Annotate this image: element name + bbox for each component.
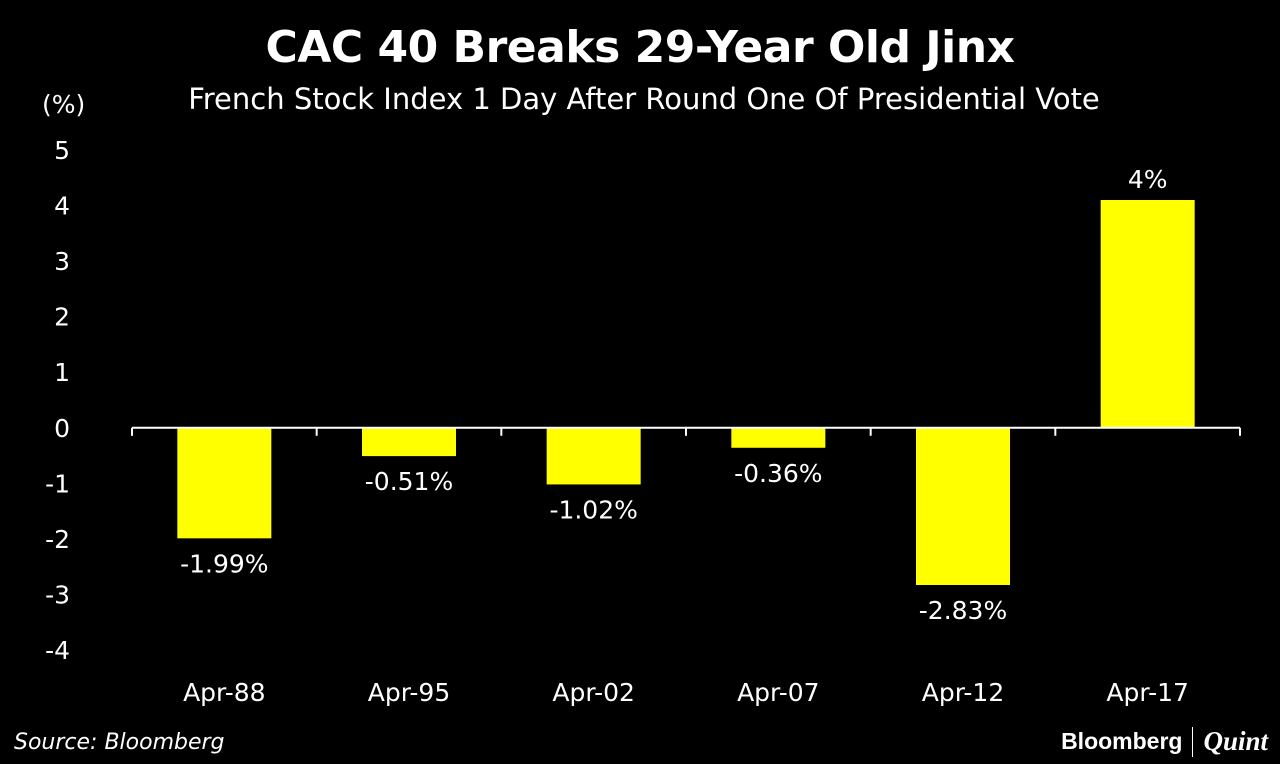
- data-label: 4%: [1128, 165, 1168, 194]
- bar-apr-88: [177, 427, 272, 539]
- bar-apr-12: [916, 427, 1010, 585]
- y-tick-label: 3: [54, 247, 70, 276]
- chart-title: CAC 40 Breaks 29-Year Old Jinx: [265, 22, 1015, 73]
- data-label: -0.36%: [734, 459, 822, 488]
- bar-apr-07: [731, 427, 826, 448]
- x-axis: [131, 426, 1241, 436]
- y-tick-label: 2: [54, 303, 70, 332]
- chart-subtitle: French Stock Index 1 Day After Round One…: [188, 82, 1100, 116]
- bars: [177, 200, 1195, 585]
- data-label: -0.51%: [365, 467, 453, 496]
- x-tick-label: Apr-07: [737, 678, 819, 707]
- x-axis-labels: Apr-88 Apr-95 Apr-02 Apr-07 Apr-12 Apr-17: [183, 678, 1189, 707]
- quint-wordmark: Quint: [1203, 726, 1268, 756]
- x-tick-label: Apr-02: [552, 678, 634, 707]
- y-tick-label: -3: [45, 580, 70, 609]
- x-tick-label: Apr-12: [922, 678, 1004, 707]
- x-tick-label: Apr-88: [183, 678, 265, 707]
- data-label: -1.99%: [180, 549, 268, 578]
- y-tick-label: 4: [54, 192, 70, 221]
- brand-logo: Bloomberg Quint: [1061, 726, 1268, 757]
- bar-apr-17: [1100, 200, 1195, 428]
- y-tick-label: 1: [54, 358, 70, 387]
- y-tick-label: -1: [45, 469, 70, 498]
- y-axis-label: (%): [42, 90, 86, 119]
- bar-apr-02: [546, 427, 641, 485]
- y-tick-label: 5: [54, 136, 70, 165]
- data-label: -1.02%: [549, 495, 637, 524]
- bloomberg-wordmark: Bloomberg: [1061, 728, 1183, 754]
- data-label: -2.83%: [919, 596, 1007, 625]
- x-tick-label: Apr-95: [368, 678, 450, 707]
- y-tick-label: -2: [45, 525, 70, 554]
- source-note: Source: Bloomberg: [14, 730, 225, 755]
- x-tick-label: Apr-17: [1106, 678, 1188, 707]
- y-tick-label: 0: [54, 414, 70, 443]
- brand-divider: [1192, 726, 1194, 757]
- bar-apr-95: [362, 427, 456, 457]
- data-labels: -1.99% -0.51% -1.02% -0.36% -2.83% 4%: [180, 165, 1167, 625]
- y-tick-label: -4: [45, 636, 70, 665]
- y-axis-ticks: 5 4 3 2 1 0 -1 -2 -3 -4: [45, 136, 70, 665]
